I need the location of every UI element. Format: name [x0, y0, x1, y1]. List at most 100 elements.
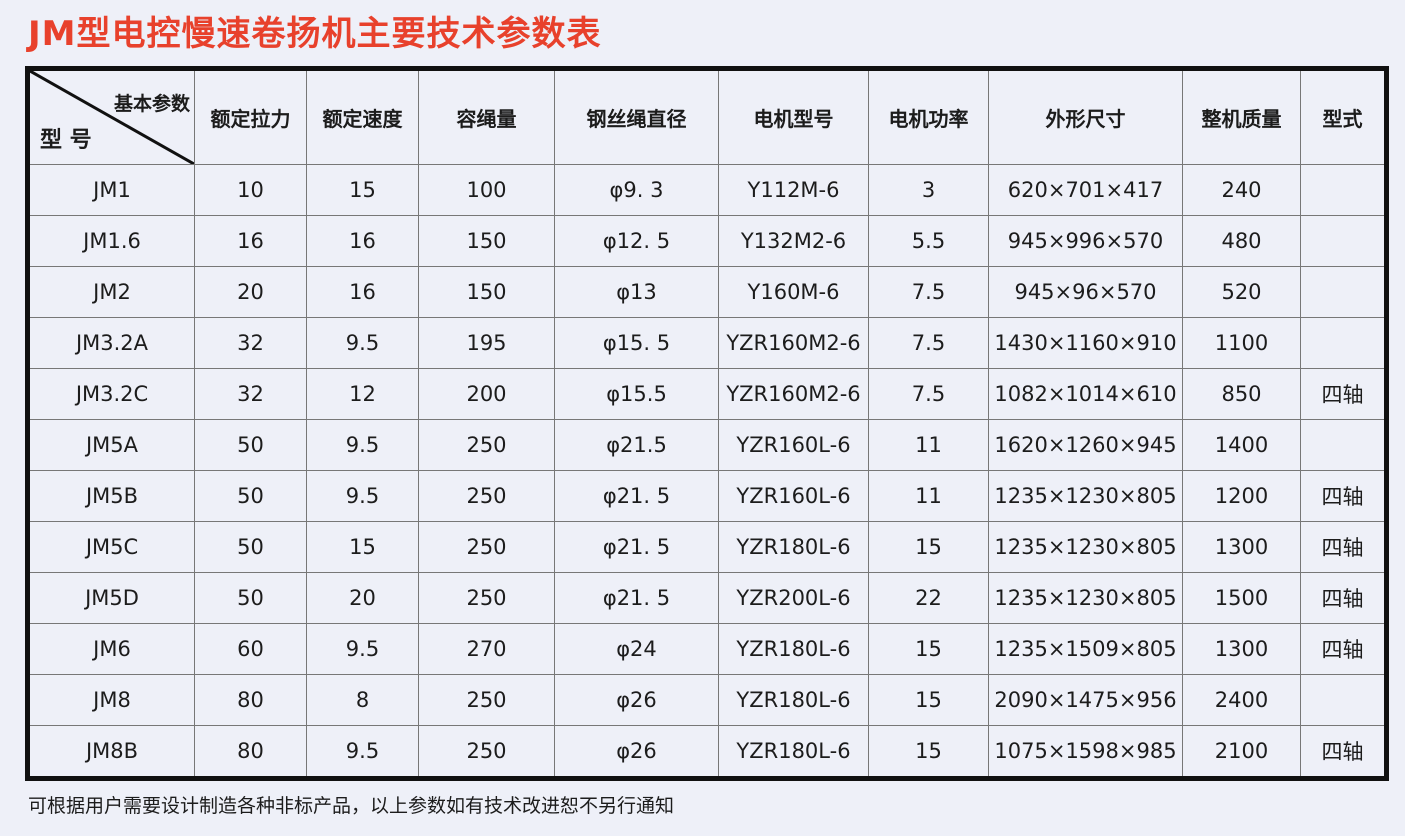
- table-cell: φ9. 3: [554, 164, 719, 216]
- column-header: 电机型号: [718, 68, 869, 165]
- table-cell: 15: [868, 674, 989, 726]
- table-cell: 50: [194, 521, 307, 573]
- table-cell: 250: [418, 419, 555, 471]
- table-cell: 1200: [1182, 470, 1301, 522]
- table-cell: 520: [1182, 266, 1301, 318]
- column-header: 钢丝绳直径: [554, 68, 719, 165]
- table-cell: 9.5: [306, 470, 419, 522]
- table-cell: 四轴: [1300, 470, 1387, 522]
- table-cell: 12: [306, 368, 419, 420]
- table-cell: 22: [868, 572, 989, 624]
- table-row: JM5A 50 9.5 250 φ21.5 YZR160L-6 11 1620×1260×94…: [27, 419, 1387, 471]
- table-cell: YZR180L-6: [718, 521, 869, 573]
- table-cell: 150: [418, 266, 555, 318]
- table-cell: 250: [418, 572, 555, 624]
- table-cell: 100: [418, 164, 555, 216]
- table-cell: 四轴: [1300, 572, 1387, 624]
- table-cell: YZR160L-6: [718, 419, 869, 471]
- table-cell: 四轴: [1300, 368, 1387, 420]
- model-cell: JM8: [27, 674, 195, 726]
- model-cell: JM5D: [27, 572, 195, 624]
- table-cell: 80: [194, 725, 307, 779]
- table-cell: 1235×1230×805: [988, 572, 1183, 624]
- table-cell: 150: [418, 215, 555, 267]
- table-cell: 15: [306, 521, 419, 573]
- column-header: 容绳量: [418, 68, 555, 165]
- table-row: JM3.2C 32 12 200 φ15.5 YZR160M2-6 7.5 1082×1014…: [27, 368, 1387, 420]
- table-cell: 945×96×570: [988, 266, 1183, 318]
- table-cell: YZR180L-6: [718, 623, 869, 675]
- table-cell: 2100: [1182, 725, 1301, 779]
- diagonal-divider: [30, 71, 194, 164]
- table-cell: 9.5: [306, 623, 419, 675]
- table-cell: [1300, 317, 1387, 369]
- table-cell: 15: [868, 725, 989, 779]
- table-cell: 32: [194, 368, 307, 420]
- table-cell: 5.5: [868, 215, 989, 267]
- column-header: 整机质量: [1182, 68, 1301, 165]
- table-cell: 1075×1598×985: [988, 725, 1183, 779]
- table-cell: 9.5: [306, 725, 419, 779]
- spec-table: 基本参数 型 号 额定拉力 额定速度 容绳量 钢丝绳直径 电机型号 电机功率 外形尺寸 整机质…: [25, 66, 1389, 781]
- model-cell: JM2: [27, 266, 195, 318]
- table-cell: 195: [418, 317, 555, 369]
- model-cell: JM3.2A: [27, 317, 195, 369]
- table-cell: 1235×1509×805: [988, 623, 1183, 675]
- table-cell: YZR180L-6: [718, 674, 869, 726]
- table-cell: 1235×1230×805: [988, 521, 1183, 573]
- table-cell: [1300, 164, 1387, 216]
- model-cell: JM8B: [27, 725, 195, 779]
- table-cell: 1235×1230×805: [988, 470, 1183, 522]
- table-cell: φ21. 5: [554, 572, 719, 624]
- table-cell: [1300, 215, 1387, 267]
- corner-label-model: 型 号: [40, 128, 92, 153]
- table-cell: 1300: [1182, 521, 1301, 573]
- table-cell: 850: [1182, 368, 1301, 420]
- table-cell: 250: [418, 725, 555, 779]
- model-cell: JM5A: [27, 419, 195, 471]
- table-cell: φ13: [554, 266, 719, 318]
- column-header: 外形尺寸: [988, 68, 1183, 165]
- table-cell: YZR160M2-6: [718, 317, 869, 369]
- table-cell: 50: [194, 419, 307, 471]
- table-cell: 250: [418, 470, 555, 522]
- table-cell: 60: [194, 623, 307, 675]
- table-cell: 11: [868, 470, 989, 522]
- table-row: JM5D 50 20 250 φ21. 5 YZR200L-6 22 1235×1230×80…: [27, 572, 1387, 624]
- table-cell: 80: [194, 674, 307, 726]
- table-cell: 2400: [1182, 674, 1301, 726]
- table-row: JM3.2A 32 9.5 195 φ15. 5 YZR160M2-6 7.5 1430×11…: [27, 317, 1387, 369]
- table-cell: 16: [306, 215, 419, 267]
- table-row: JM1 10 15 100 φ9. 3 Y112M-6 3 620×701×417 240: [27, 164, 1387, 216]
- table-cell: 7.5: [868, 266, 989, 318]
- table-cell: φ26: [554, 725, 719, 779]
- table-cell: φ12. 5: [554, 215, 719, 267]
- table-cell: [1300, 674, 1387, 726]
- table-cell: 四轴: [1300, 725, 1387, 779]
- table-cell: 620×701×417: [988, 164, 1183, 216]
- table-cell: φ15. 5: [554, 317, 719, 369]
- table-cell: 20: [306, 572, 419, 624]
- table-cell: 四轴: [1300, 521, 1387, 573]
- table-row: JM5B 50 9.5 250 φ21. 5 YZR160L-6 11 1235×1230×8…: [27, 470, 1387, 522]
- page-title: JM型电控慢速卷扬机主要技术参数表: [28, 14, 602, 54]
- model-cell: JM5B: [27, 470, 195, 522]
- table-cell: 1430×1160×910: [988, 317, 1183, 369]
- model-cell: JM3.2C: [27, 368, 195, 420]
- table-cell: 1500: [1182, 572, 1301, 624]
- table-cell: φ15.5: [554, 368, 719, 420]
- table-cell: 250: [418, 521, 555, 573]
- column-header: 电机功率: [868, 68, 989, 165]
- table-cell: YZR200L-6: [718, 572, 869, 624]
- table-cell: 15: [868, 623, 989, 675]
- table-cell: φ21.5: [554, 419, 719, 471]
- table-cell: φ21. 5: [554, 521, 719, 573]
- table-cell: 1620×1260×945: [988, 419, 1183, 471]
- table-cell: 2090×1475×956: [988, 674, 1183, 726]
- table-cell: 1400: [1182, 419, 1301, 471]
- table-cell: [1300, 419, 1387, 471]
- table-cell: 8: [306, 674, 419, 726]
- table-cell: 11: [868, 419, 989, 471]
- table-cell: 9.5: [306, 419, 419, 471]
- table-cell: 20: [194, 266, 307, 318]
